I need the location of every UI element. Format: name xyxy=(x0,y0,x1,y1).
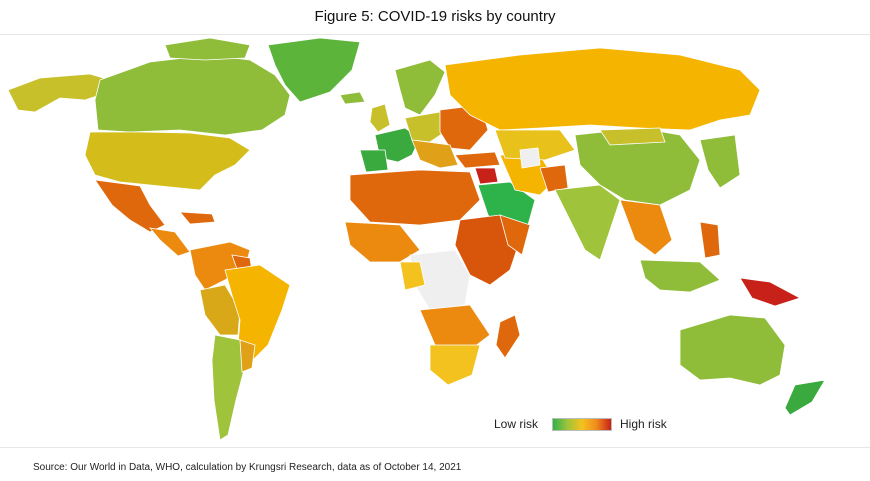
region-congo-gabon xyxy=(399,261,426,291)
region-mongolia xyxy=(599,127,666,146)
region-new-zealand xyxy=(784,379,826,416)
legend-low-label: Low risk xyxy=(494,417,539,431)
region-turkey xyxy=(454,151,501,169)
region-usa xyxy=(84,131,251,191)
region-uk-ireland xyxy=(369,103,391,133)
region-levant xyxy=(474,167,499,185)
region-australia xyxy=(679,314,786,386)
region-southern-central-africa xyxy=(419,304,491,351)
region-russia xyxy=(444,47,761,131)
region-greenland xyxy=(267,37,361,103)
figure-title: Figure 5: COVID-19 risks by country xyxy=(314,8,556,25)
region-scandinavia xyxy=(394,59,446,116)
risk-legend: Low risk High risk xyxy=(494,416,667,432)
region-papua-new-guinea xyxy=(739,277,802,307)
region-peru-bolivia xyxy=(199,284,241,336)
legend-gradient-bar xyxy=(552,417,613,431)
region-philippines xyxy=(699,221,721,259)
source-note: Source: Our World in Data, WHO, calculat… xyxy=(33,462,462,473)
region-malaysia-indonesia xyxy=(639,259,721,293)
region-canada xyxy=(94,54,291,136)
region-west-africa xyxy=(344,221,421,263)
region-caribbean xyxy=(179,211,216,225)
region-chile-argentina xyxy=(211,334,245,441)
region-uruguay-paraguay xyxy=(239,339,256,373)
region-central-asia xyxy=(494,129,576,161)
world-risk-map xyxy=(7,37,826,441)
region-central-america xyxy=(149,227,191,257)
region-caspian xyxy=(519,147,541,169)
region-madagascar xyxy=(495,314,521,359)
region-southern-africa xyxy=(429,344,481,386)
region-south-asia xyxy=(554,184,621,261)
region-korea-japan xyxy=(699,134,741,189)
top-divider xyxy=(0,34,870,35)
bottom-divider xyxy=(0,447,870,448)
region-iberia xyxy=(359,149,389,173)
region-balkans-italy xyxy=(411,139,459,169)
region-horn-of-africa xyxy=(499,214,531,256)
region-southeast-asia xyxy=(619,199,673,256)
region-north-africa xyxy=(349,169,481,226)
region-iceland xyxy=(339,91,366,105)
region-central-europe xyxy=(404,111,449,143)
region-canada-arctic xyxy=(164,37,251,61)
region-alaska-canada-west xyxy=(7,73,111,113)
legend-high-label: High risk xyxy=(620,417,667,431)
region-mexico xyxy=(94,179,166,233)
region-afghanistan xyxy=(539,164,569,193)
